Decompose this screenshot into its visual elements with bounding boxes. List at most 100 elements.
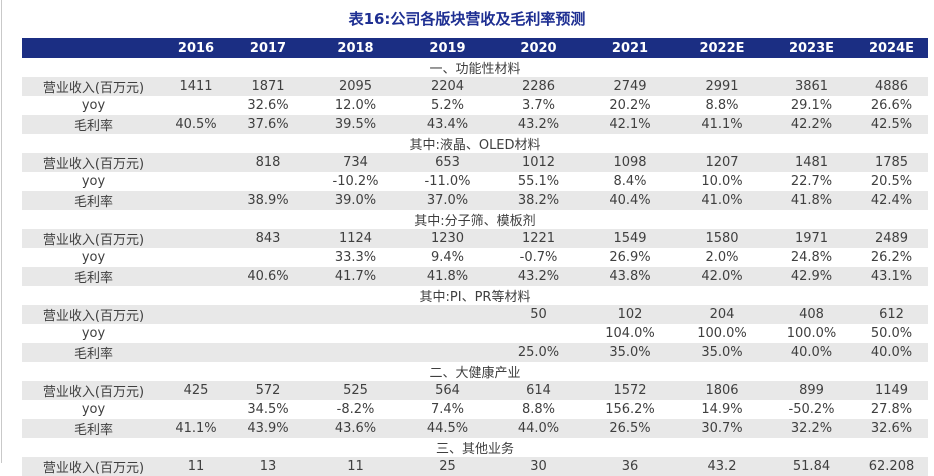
cell-value: 43.2% — [493, 267, 584, 286]
corner-header-cell — [22, 38, 165, 58]
section-title: 二、大健康产业 — [22, 362, 928, 381]
cell-value: 38.9% — [227, 191, 309, 210]
table-row: 营业收入(百万元) 11 13 11 25 30 36 43.2 51.84 6… — [22, 457, 928, 476]
cell-value: -10.2% — [332, 174, 379, 189]
cell-value: 8.8% — [705, 98, 739, 113]
cell-value: 43.9% — [227, 419, 309, 438]
year-column-header: 2016 — [165, 38, 227, 58]
row-label: yoy — [81, 326, 106, 341]
cell-value — [227, 324, 309, 343]
cell-value: 36 — [584, 457, 676, 476]
cell-value: 425 — [165, 381, 227, 400]
cell-value — [227, 248, 309, 267]
table-row: 营业收入(百万元) 1411 1871 2095 2204 2286 2749 … — [22, 77, 928, 96]
row-label: 营业收入(百万元) — [22, 77, 165, 96]
cell-value: 42.1% — [584, 115, 676, 134]
cell-value: 25.0% — [493, 343, 584, 362]
cell-value: 40.0% — [855, 343, 928, 362]
cell-value: 1549 — [584, 229, 676, 248]
table-title: 表16:公司各版块营收及毛利率预测 — [348, 10, 586, 28]
cell-value: 32.6% — [247, 98, 289, 113]
cell-value: 100.0% — [697, 326, 747, 341]
section-header-row: 二、大健康产业 — [22, 362, 928, 381]
cell-value — [165, 343, 227, 362]
cell-value: 29.1% — [790, 98, 833, 113]
cell-value — [165, 324, 227, 343]
cell-value: 2991 — [676, 77, 768, 96]
cell-value — [165, 400, 227, 419]
cell-value: 51.84 — [768, 457, 855, 476]
forecast-table: 2016 2017 2018 2019 2020 2021 2022E 2023… — [22, 38, 928, 476]
cell-value: 899 — [768, 381, 855, 400]
cell-value: 32.6% — [855, 419, 928, 438]
year-column-header: 2019 — [402, 38, 493, 58]
cell-value: 24.8% — [790, 250, 833, 265]
table-row: 毛利率 38.9% 39.0% 37.0% 38.2% 40.4% 41.0% … — [22, 191, 928, 210]
cell-value — [309, 343, 402, 362]
row-label: yoy — [81, 250, 106, 265]
year-column-header: 2021 — [584, 38, 676, 58]
cell-value: 43.4% — [402, 115, 493, 134]
cell-value: 14.9% — [701, 402, 743, 417]
row-label: 毛利率 — [22, 191, 165, 210]
table-row: yoy 104.0% 100.0% 100.0% 50.0% — [22, 324, 928, 343]
row-label: 毛利率 — [22, 267, 165, 286]
cell-value: 35.0% — [584, 343, 676, 362]
cell-value: 1572 — [584, 381, 676, 400]
section-title: 三、其他业务 — [22, 438, 928, 457]
cell-value: 843 — [227, 229, 309, 248]
cell-value: 653 — [402, 153, 493, 172]
cell-value: 1230 — [402, 229, 493, 248]
row-label: 毛利率 — [22, 115, 165, 134]
cell-value: 1207 — [676, 153, 768, 172]
section-header-row: 其中:液晶、OLED材料 — [22, 134, 928, 153]
cell-value — [165, 172, 227, 191]
year-column-header: 2018 — [309, 38, 402, 58]
cell-value — [227, 305, 309, 324]
year-column-header: 2017 — [227, 38, 309, 58]
cell-value: 38.2% — [493, 191, 584, 210]
cell-value — [165, 229, 227, 248]
cell-value: 42.4% — [855, 191, 928, 210]
cell-value: 1124 — [309, 229, 402, 248]
cell-value: 11 — [165, 457, 227, 476]
cell-value: 50 — [493, 305, 584, 324]
cell-value: 43.8% — [584, 267, 676, 286]
cell-value: 1149 — [855, 381, 928, 400]
cell-value: 3.7% — [521, 98, 556, 113]
cell-value: 26.6% — [870, 98, 913, 113]
cell-value: 12.0% — [334, 98, 377, 113]
cell-value: 44.5% — [402, 419, 493, 438]
cell-value: 41.1% — [165, 419, 227, 438]
section-title: 其中:分子筛、模板剂 — [22, 210, 928, 229]
row-label: 毛利率 — [22, 419, 165, 438]
table-row: yoy 32.6% 12.0% 5.2% 3.7% 20.2% 8.8% 29.… — [22, 96, 928, 115]
cell-value — [493, 324, 584, 343]
cell-value — [309, 305, 402, 324]
cell-value: 1580 — [676, 229, 768, 248]
cell-value — [165, 191, 227, 210]
cell-value — [402, 343, 493, 362]
cell-value — [165, 153, 227, 172]
row-label: 营业收入(百万元) — [22, 381, 165, 400]
cell-value: 41.8% — [768, 191, 855, 210]
section-title: 其中:PI、PR等材料 — [22, 286, 928, 305]
cell-value: 10.0% — [701, 174, 743, 189]
cell-value: -8.2% — [336, 402, 375, 417]
table-row: yoy 34.5% -8.2% 7.4% 8.8% 156.2% 14.9% -… — [22, 400, 928, 419]
cell-value: 5.2% — [430, 98, 465, 113]
cell-value: 42.9% — [768, 267, 855, 286]
cell-value: 13 — [227, 457, 309, 476]
cell-value — [227, 172, 309, 191]
cell-value: 2489 — [855, 229, 928, 248]
cell-value: 43.2 — [676, 457, 768, 476]
cell-value — [402, 324, 493, 343]
cell-value: 1871 — [227, 77, 309, 96]
cell-value: 156.2% — [605, 402, 655, 417]
cell-value: 43.6% — [309, 419, 402, 438]
page-left-border — [1, 0, 2, 463]
cell-value: 1221 — [493, 229, 584, 248]
section-header-row: 三、其他业务 — [22, 438, 928, 457]
cell-value: 612 — [855, 305, 928, 324]
year-column-header: 2020 — [493, 38, 584, 58]
